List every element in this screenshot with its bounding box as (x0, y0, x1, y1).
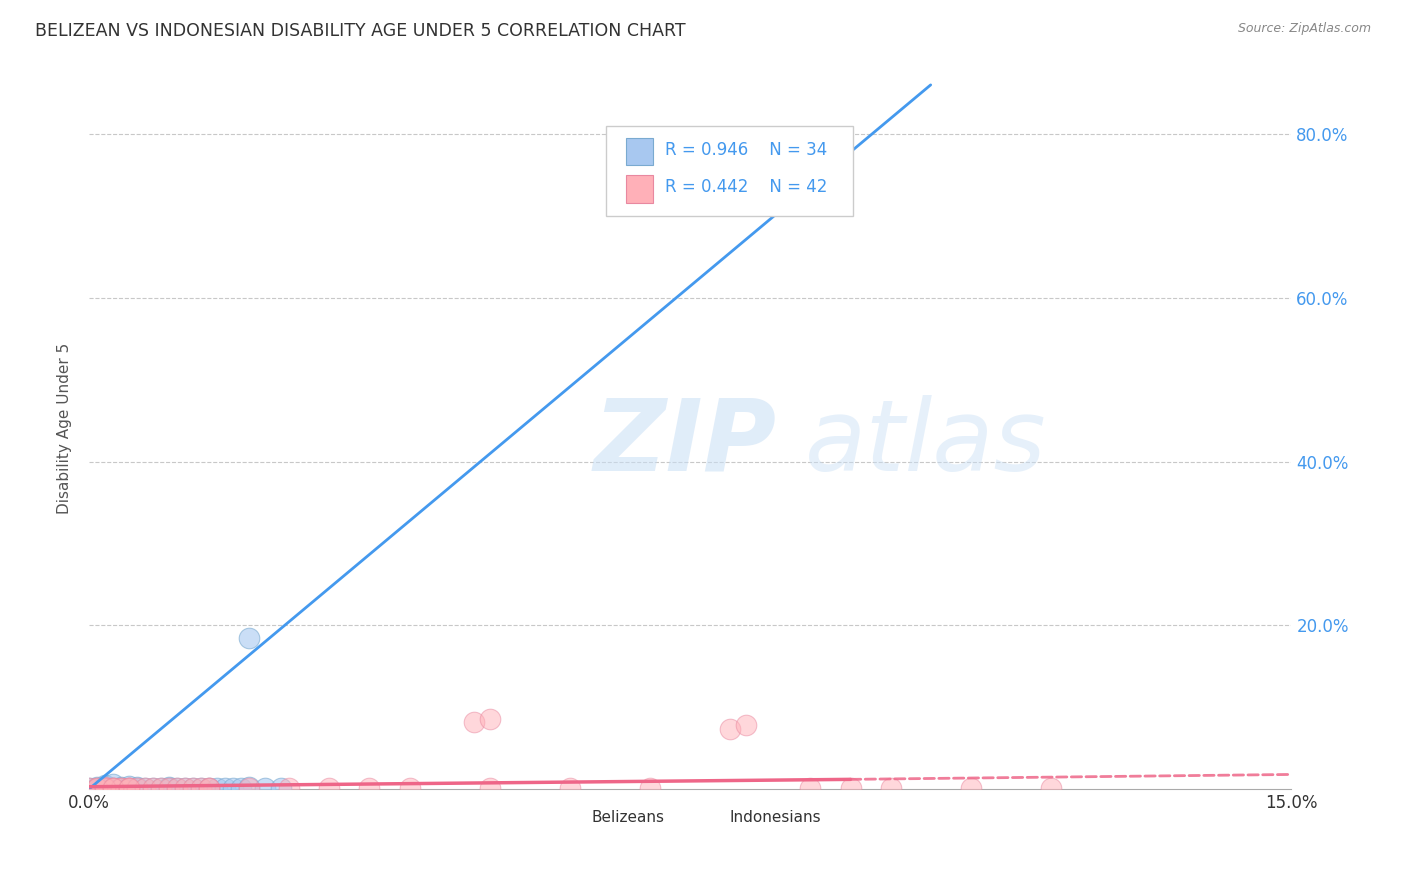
Point (231, 781, 253, 796)
Point (94, 780, 117, 794)
Point (463, 714, 485, 729)
Point (101, 781, 124, 796)
Point (77, 781, 100, 796)
Point (134, 781, 156, 796)
Bar (558, 805, 585, 829)
Point (166, 781, 188, 796)
Point (118, 780, 141, 795)
Point (238, 780, 260, 794)
Point (238, 781, 260, 796)
Point (94, 781, 117, 796)
Point (94, 779, 117, 793)
Point (478, 712, 501, 726)
Point (638, 781, 661, 796)
Point (118, 781, 141, 796)
Point (110, 780, 132, 794)
Point (101, 780, 124, 795)
Point (879, 781, 901, 796)
Point (166, 781, 188, 796)
Point (101, 780, 124, 795)
Point (174, 780, 197, 795)
Point (125, 780, 148, 795)
Point (118, 781, 141, 796)
Point (254, 780, 277, 795)
Point (655, 160, 678, 174)
Point (278, 780, 301, 795)
Text: BELIZEAN VS INDONESIAN DISABILITY AGE UNDER 5 CORRELATION CHART: BELIZEAN VS INDONESIAN DISABILITY AGE UN… (35, 22, 686, 40)
Point (142, 780, 165, 795)
Point (318, 781, 340, 796)
Point (238, 631, 260, 645)
Point (799, 781, 821, 796)
Point (125, 781, 148, 796)
Point (718, 722, 741, 736)
Point (134, 780, 156, 795)
Point (86, 781, 108, 796)
Point (118, 779, 141, 793)
Text: Indonesians: Indonesians (730, 810, 821, 825)
Point (94, 781, 117, 796)
Point (101, 781, 124, 796)
Point (181, 781, 204, 796)
Point (110, 781, 132, 796)
Point (1039, 781, 1062, 796)
Point (110, 780, 132, 795)
Point (174, 780, 197, 795)
Point (118, 780, 141, 795)
Point (94, 781, 117, 796)
Point (157, 780, 180, 795)
Point (214, 781, 236, 796)
Text: ZIP: ZIP (593, 395, 778, 491)
Point (839, 781, 862, 796)
Point (86, 780, 108, 795)
Point (157, 780, 180, 794)
Point (679, 155, 702, 169)
Point (558, 781, 581, 796)
Point (125, 780, 148, 794)
Point (198, 781, 221, 796)
Text: R = 0.946    N = 34: R = 0.946 N = 34 (665, 141, 827, 159)
Text: Source: ZipAtlas.com: Source: ZipAtlas.com (1237, 22, 1371, 36)
Point (398, 781, 420, 796)
Point (205, 780, 228, 795)
Text: Belizeans: Belizeans (592, 810, 665, 825)
Point (150, 781, 173, 796)
Point (190, 780, 212, 795)
Point (142, 780, 165, 795)
Point (222, 780, 245, 795)
Point (190, 780, 212, 795)
Point (198, 781, 221, 796)
Y-axis label: Disability Age Under 5: Disability Age Under 5 (58, 343, 72, 515)
Point (181, 781, 204, 796)
Point (77, 781, 100, 796)
Point (359, 780, 381, 795)
Bar (627, 176, 652, 202)
FancyBboxPatch shape (606, 126, 852, 216)
Point (110, 781, 132, 796)
Point (959, 781, 981, 796)
Point (735, 718, 758, 732)
Point (198, 781, 221, 796)
Bar (696, 805, 723, 829)
Point (150, 781, 173, 796)
Point (94, 778, 117, 792)
Point (478, 781, 501, 796)
Point (270, 781, 292, 796)
Point (86, 780, 108, 794)
Point (86, 780, 108, 795)
Bar (627, 138, 652, 165)
Text: atlas: atlas (804, 395, 1046, 491)
Point (157, 780, 180, 795)
Point (101, 777, 124, 791)
Text: R = 0.442    N = 42: R = 0.442 N = 42 (665, 178, 827, 196)
